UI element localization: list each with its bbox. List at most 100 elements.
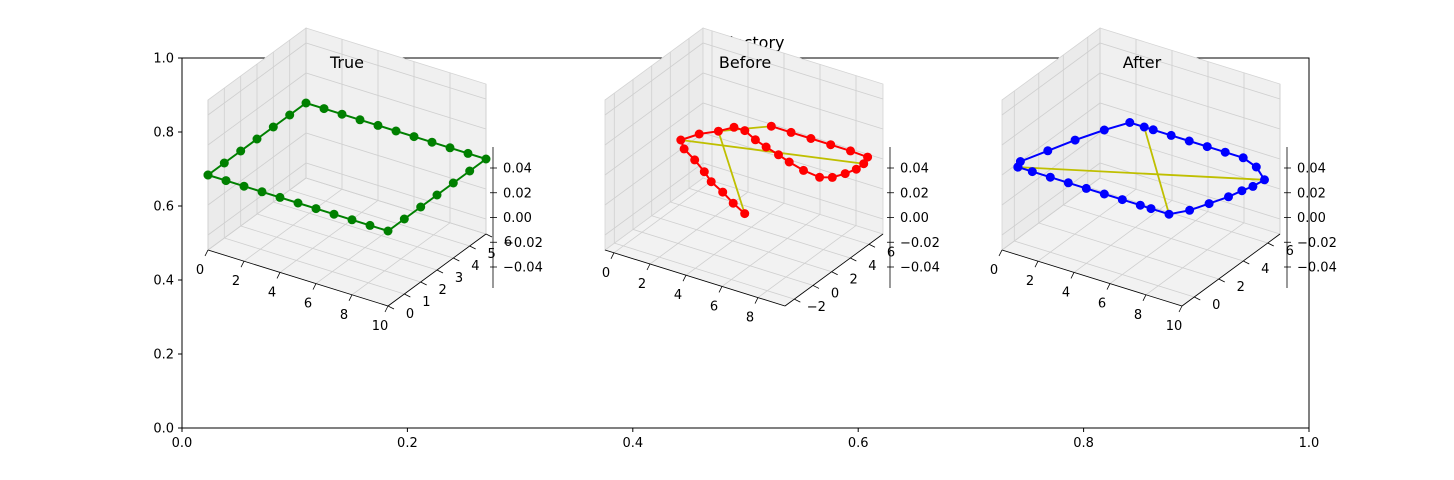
y-gridline <box>289 40 470 247</box>
y-gridline <box>1038 73 1219 280</box>
y-tick-mark <box>831 271 838 276</box>
series-point <box>1166 130 1176 140</box>
series-point <box>355 115 365 125</box>
x-tick-mark <box>240 261 245 268</box>
z-gridline <box>207 72 487 146</box>
x-tick-mark <box>1178 305 1183 313</box>
y-tick-label: −2 <box>807 300 826 315</box>
y-tick-label: 2 <box>439 283 447 298</box>
z-gridline <box>1001 42 1281 116</box>
y-gridline <box>272 52 454 259</box>
series-point <box>846 146 855 156</box>
series-point <box>750 135 760 145</box>
y-tick-label: 6 <box>887 245 895 260</box>
series-point <box>409 132 419 142</box>
series-point <box>1224 192 1233 202</box>
series-point <box>481 154 491 164</box>
z-gridline <box>604 72 884 146</box>
y-tick-mark <box>404 293 411 298</box>
z-gridline <box>1001 102 1281 176</box>
z-tick-label: 0.04 <box>1297 162 1326 177</box>
x-gridline <box>649 42 749 265</box>
series-point <box>1237 186 1247 196</box>
series-point <box>1081 183 1091 193</box>
z-gridline <box>207 162 487 236</box>
series-point <box>399 214 409 224</box>
x-tick-label: 2 <box>1026 274 1034 289</box>
series-point <box>1260 175 1269 185</box>
series-point <box>1117 195 1127 205</box>
series-point <box>427 137 437 147</box>
z-tick-label: −0.02 <box>503 236 543 251</box>
y-tick-label: 0 <box>406 307 414 322</box>
x-tick-mark <box>204 249 209 257</box>
x-tick-label: 6 <box>710 299 718 314</box>
y-gridline <box>632 79 814 286</box>
y-tick-mark <box>420 281 427 286</box>
series-point <box>1099 125 1109 135</box>
y-gridline <box>651 65 832 273</box>
series-point <box>706 177 716 187</box>
series-point <box>1251 162 1261 172</box>
y-tick-label: 4 <box>471 259 479 274</box>
series-point <box>275 192 285 202</box>
x-tick-mark <box>718 286 723 293</box>
series-point <box>815 172 825 182</box>
series-point <box>851 164 861 174</box>
series-point <box>257 187 267 197</box>
series-point <box>840 169 850 179</box>
y-gridline <box>240 76 421 283</box>
series-point <box>1248 181 1258 191</box>
x-tick-label: 0 <box>196 263 204 278</box>
x-tick-label: 0.8 <box>1073 436 1094 451</box>
series-point <box>1184 136 1194 146</box>
y-gridline <box>688 38 870 245</box>
y-tick-mark <box>794 298 801 303</box>
y-tick-label: 3 <box>455 271 463 286</box>
series-point <box>1043 146 1053 156</box>
y-tick-label: 6 <box>1286 244 1294 259</box>
z-tick-label: 0.02 <box>503 186 532 201</box>
series-point <box>676 135 686 145</box>
y-tick-label: 1 <box>422 295 430 310</box>
z-tick-label: −0.02 <box>1297 236 1337 251</box>
y-tick-mark <box>453 257 460 262</box>
series-point <box>863 152 873 162</box>
y-tick-mark <box>1243 260 1250 265</box>
y-tick-label: 4 <box>868 259 876 274</box>
x-gridline <box>1145 72 1245 296</box>
series-point <box>713 126 723 136</box>
x-tick-mark <box>754 297 759 304</box>
x-tick-label: 2 <box>638 277 646 292</box>
panel-title: Before <box>719 53 771 72</box>
y-tick-label: 2 <box>850 273 858 288</box>
series-point <box>1125 118 1135 127</box>
series-point <box>1204 199 1214 209</box>
panel-after: 0 2 4 6 8 10 0 2 4 6 0.04 0.02 0.00 −0.02 −0.04 After <box>990 27 1337 334</box>
y-tick-mark <box>1218 278 1225 283</box>
z-tick-label: 0.00 <box>1297 211 1326 226</box>
z-tick-label: −0.04 <box>900 261 940 276</box>
x-tick-label: 10 <box>1166 319 1183 334</box>
series-point <box>465 166 475 176</box>
series-point <box>383 226 393 236</box>
x-gridline <box>1001 28 1101 251</box>
y-axis-line <box>784 233 884 307</box>
x-tick-label: 10 <box>372 319 389 334</box>
series-point <box>445 143 455 153</box>
y-gridline <box>305 28 487 235</box>
constraint-line <box>1143 126 1170 215</box>
series-point <box>301 98 311 108</box>
x-tick-mark <box>682 275 687 282</box>
series-point <box>1139 122 1149 132</box>
x-tick-label: 8 <box>746 311 754 326</box>
x-axis-line <box>1001 249 1183 307</box>
series-point <box>391 126 401 136</box>
y-tick-label: 5 <box>488 247 496 262</box>
series-point <box>448 178 458 188</box>
y-tick-label: 1.0 <box>153 52 174 67</box>
series-point <box>203 170 213 180</box>
y-tick-mark <box>850 257 857 262</box>
x-tick-mark <box>1070 272 1075 279</box>
